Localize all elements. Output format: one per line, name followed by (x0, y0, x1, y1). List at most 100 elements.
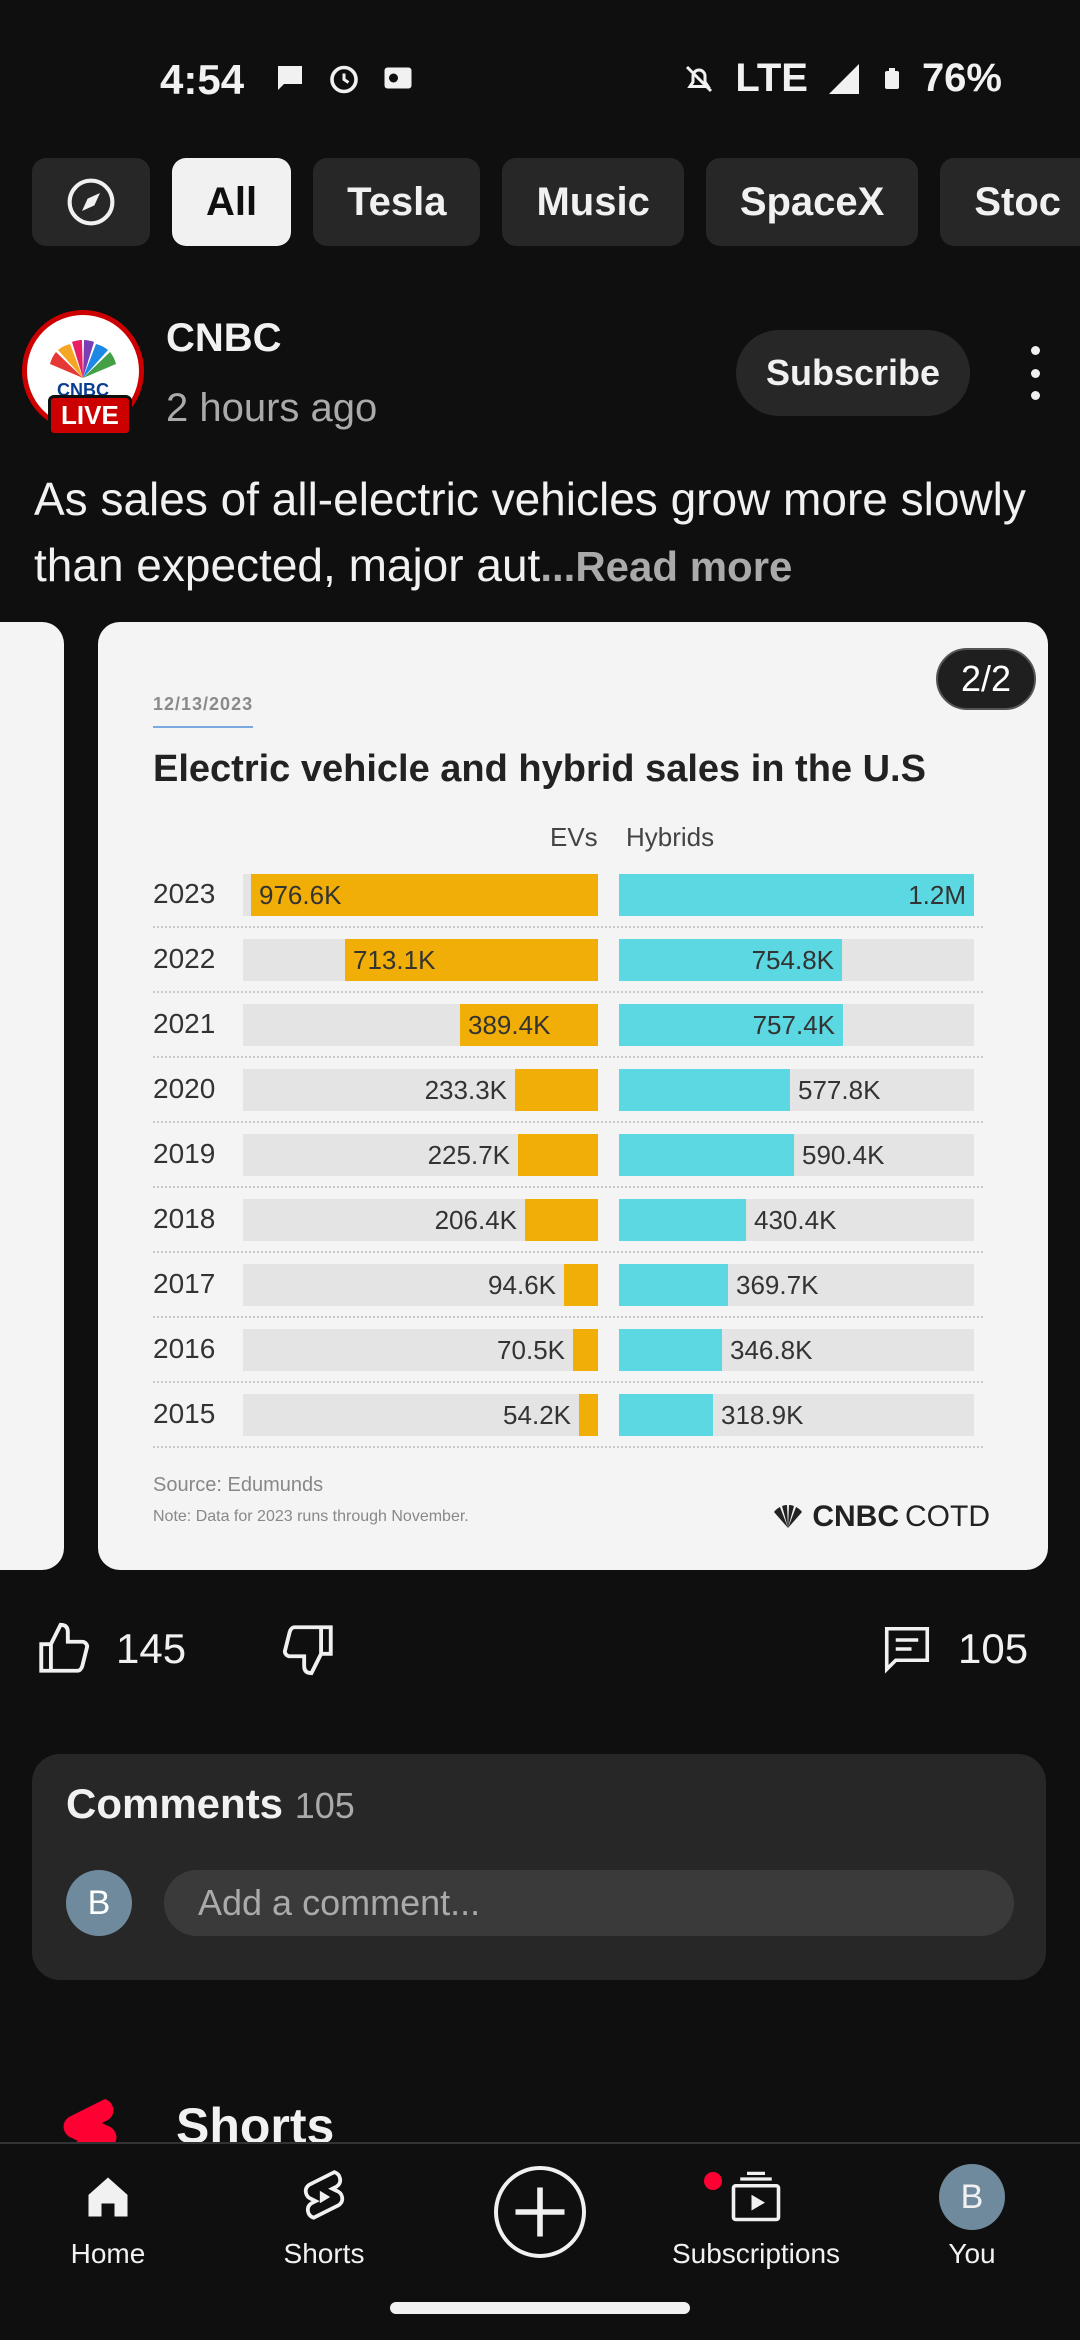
channel-avatar[interactable]: CNBC LIVE (22, 310, 144, 436)
hybrid-value-label: 369.7K (736, 1270, 819, 1300)
nav-home[interactable]: Home (8, 2164, 208, 2270)
chart-row: 2015 54.2K 318.9K (153, 1384, 983, 1448)
chart-row: 2021 389.4K 757.4K (153, 994, 983, 1058)
chart-row: 2017 94.6K 369.7K (153, 1254, 983, 1318)
comment-count: 105 (958, 1625, 1029, 1672)
shorts-icon (303, 2170, 345, 2220)
brand-bold: CNBC (812, 1500, 899, 1533)
gesture-home-indicator[interactable] (390, 2302, 690, 2314)
post-text[interactable]: As sales of all-electric vehicles grow m… (34, 466, 1054, 600)
peacock-icon (774, 1505, 803, 1528)
ev-value-label: 976.6K (259, 880, 342, 910)
hybrid-track: 430.4K (619, 1199, 974, 1241)
chip-tesla[interactable]: Tesla (313, 158, 481, 246)
year-label: 2022 (153, 943, 216, 974)
hybrid-bar (619, 1069, 790, 1111)
add-comment-input[interactable]: Add a comment... (164, 1870, 1014, 1936)
ev-track: 713.1K (243, 939, 598, 981)
dislike-button[interactable] (280, 1620, 338, 1678)
hybrid-value-label: 757.4K (752, 1010, 835, 1040)
ev-bar (564, 1264, 598, 1306)
ev-bar (460, 1004, 598, 1046)
hybrid-bar (619, 1004, 843, 1046)
year-label: 2017 (153, 1268, 216, 1299)
more-options-icon[interactable] (1020, 346, 1050, 400)
thumbs-up-icon (39, 1622, 90, 1673)
previous-image-card[interactable] (0, 622, 64, 1570)
subscribe-button[interactable]: Subscribe (736, 330, 970, 416)
hybrid-track: 757.4K (619, 1004, 974, 1046)
ev-track: 94.6K (243, 1264, 598, 1306)
comments-panel[interactable]: Comments 105 B Add a comment... (32, 1754, 1046, 1980)
comment-icon (884, 1626, 930, 1674)
nav-subscriptions-label: Subscriptions (671, 2238, 841, 2269)
post-time: 2 hours ago (166, 386, 378, 430)
ev-track: 389.4K (243, 1004, 598, 1046)
comments-button[interactable]: 105 (880, 1620, 1028, 1678)
comments-title: Comments (66, 1780, 284, 1827)
chip-stocks[interactable]: Stoc (940, 158, 1080, 246)
ev-value-label: 225.7K (427, 1140, 510, 1170)
chart-title: Electric vehicle and hybrid sales in the… (153, 748, 926, 790)
ev-value-label: 713.1K (353, 945, 436, 975)
like-button[interactable]: 145 (34, 1620, 186, 1678)
ev-value-label: 233.3K (424, 1075, 507, 1105)
ev-value-label: 54.2K (503, 1400, 571, 1430)
nav-shorts[interactable]: Shorts (224, 2164, 424, 2270)
hybrid-bar (619, 939, 842, 981)
year-label: 2019 (153, 1138, 216, 1169)
ev-bar (515, 1069, 598, 1111)
nav-subscriptions[interactable]: Subscriptions (656, 2164, 856, 2270)
alarm-icon (330, 65, 358, 94)
chip-spacex[interactable]: SpaceX (705, 158, 919, 246)
year-label: 2020 (153, 1073, 216, 1104)
user-avatar: B (66, 1870, 132, 1936)
hybrid-track: 577.8K (619, 1069, 974, 1111)
chip-music[interactable]: Music (502, 158, 684, 246)
ev-value-label: 206.4K (434, 1205, 517, 1235)
chart-row: 2023 976.6K 1.2M (153, 864, 983, 928)
chart-row: 2019 225.7K 590.4K (153, 1124, 983, 1188)
hybrid-value-label: 1.2M (908, 880, 966, 910)
create-button[interactable] (494, 2166, 586, 2258)
year-label: 2016 (153, 1333, 216, 1364)
read-more-link[interactable]: ...Read more (540, 543, 793, 590)
you-avatar: B (939, 2164, 1005, 2230)
hybrid-track: 754.8K (619, 939, 974, 981)
comments-count: 105 (294, 1785, 355, 1826)
ev-bar (345, 939, 598, 981)
clock: 4:54 (160, 56, 245, 103)
explore-button[interactable] (32, 158, 150, 246)
signal-icon (828, 63, 859, 94)
battery-icon (884, 67, 899, 89)
chart-row: 2022 713.1K 754.8K (153, 929, 983, 993)
hybrid-bar (619, 874, 974, 916)
ev-track: 206.4K (243, 1199, 598, 1241)
outlook-icon (384, 67, 412, 89)
post-body: As sales of all-electric vehicles grow m… (34, 473, 1026, 591)
nav-you-label: You (948, 2238, 996, 2269)
ev-track: 70.5K (243, 1329, 598, 1371)
nav-home-label: Home (70, 2238, 146, 2269)
chip-all[interactable]: All (172, 158, 292, 246)
hybrid-track: 1.2M (619, 874, 974, 916)
status-bar: 4:54 LTE 76% (0, 0, 1080, 150)
nav-shorts-label: Shorts (283, 2238, 365, 2269)
ev-track: 225.7K (243, 1134, 598, 1176)
hybrid-value-label: 346.8K (730, 1335, 813, 1365)
hybrid-bar (619, 1264, 728, 1306)
battery-level: 76% (921, 56, 1002, 100)
subscriptions-icon (731, 2171, 781, 2222)
notification-dot (704, 2172, 722, 2190)
plus-icon (515, 2187, 565, 2237)
year-label: 2015 (153, 1398, 216, 1429)
nav-you[interactable]: B You (872, 2164, 1072, 2270)
thumbs-down-icon (282, 1625, 333, 1676)
channel-name[interactable]: CNBC (166, 316, 282, 360)
hybrid-value-label: 318.9K (721, 1400, 804, 1430)
chart-row: 2020 233.3K 577.8K (153, 1059, 983, 1123)
post-image-card[interactable]: 2/2 12/13/2023 Electric vehicle and hybr… (98, 622, 1048, 1570)
year-label: 2021 (153, 1008, 216, 1039)
ev-bar (518, 1134, 598, 1176)
like-count: 145 (116, 1625, 187, 1672)
